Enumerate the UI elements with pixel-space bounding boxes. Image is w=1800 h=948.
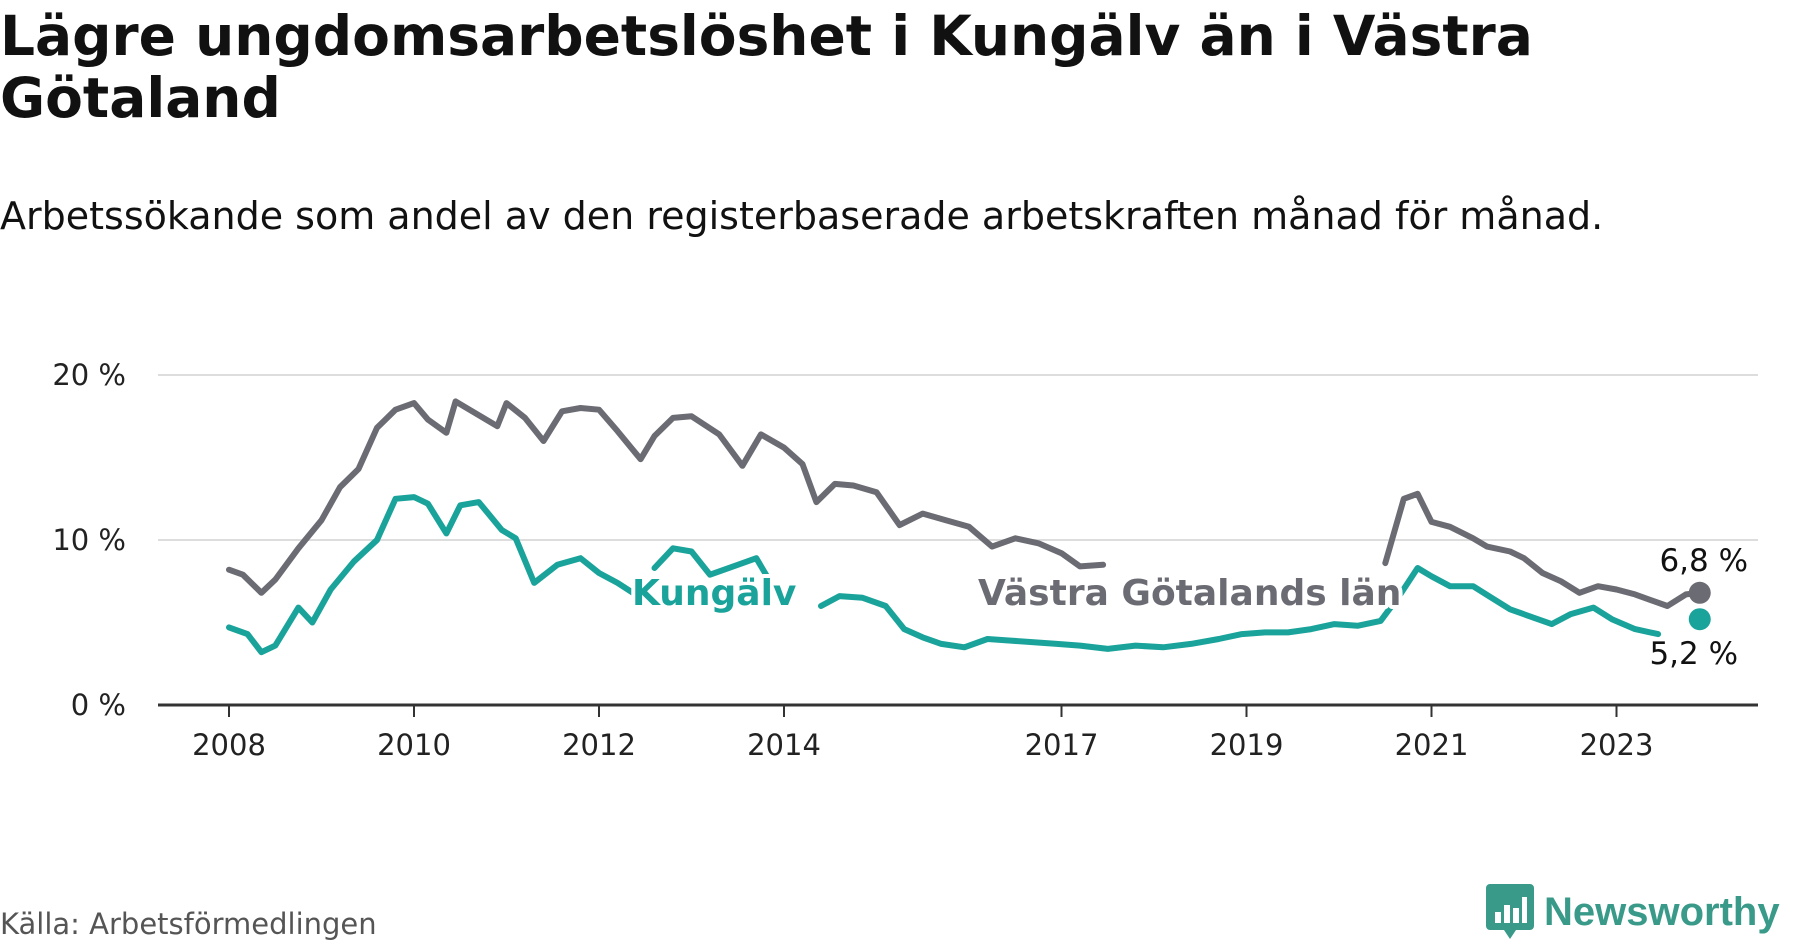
end-value-label-kungalv: 5,2 % <box>1649 636 1738 672</box>
series-line-kungalv <box>651 545 778 593</box>
series-labels: Kungälv Västra Götalands län 6,8 % 5,2 % <box>628 540 1751 675</box>
newsworthy-logo-text: Newsworthy <box>1544 889 1780 934</box>
y-tick-label: 10 % <box>52 523 126 557</box>
page-title: Lägre ungdomsarbetslöshet i Kungälv än i… <box>0 4 1533 130</box>
newsworthy-logo-icon <box>1486 884 1534 939</box>
series-lines <box>226 398 1711 656</box>
gridlines <box>158 374 1758 541</box>
end-marker-vastra-gotaland <box>1688 581 1711 604</box>
x-axis: 2008 2010 2012 2014 2017 2019 2021 2023 <box>158 703 1758 762</box>
x-tick-label: 2023 <box>1580 728 1654 762</box>
chart-subtitle: Arbetssökande som andel av den registerb… <box>0 194 1604 238</box>
x-tick-label: 2010 <box>377 728 451 762</box>
x-tick-label: 2017 <box>1025 728 1099 762</box>
series-line-vastra-gotaland <box>1382 490 1703 609</box>
newsworthy-logo[interactable]: Newsworthy <box>1486 884 1780 940</box>
x-tick-label: 2021 <box>1395 728 1469 762</box>
series-line-vastra-gotaland <box>226 398 1107 596</box>
end-marker-kungalv <box>1688 608 1711 631</box>
series-line-kungalv <box>818 565 1662 652</box>
line-chart: 0 % 10 % 20 % 2008 2010 2012 2014 2017 2019 2021… <box>52 358 1758 762</box>
x-tick-label: 2012 <box>562 728 636 762</box>
series-label-kungalv: Kungälv <box>632 573 796 614</box>
y-tick-label: 0 % <box>71 688 126 722</box>
y-tick-label: 20 % <box>52 358 126 392</box>
series-label-vastra-gotaland: Västra Götalands län <box>978 573 1401 614</box>
source-note: Källa: Arbetsförmedlingen <box>0 907 377 941</box>
x-tick-label: 2008 <box>192 728 266 762</box>
y-axis-tick-labels: 0 % 10 % 20 % <box>52 358 126 722</box>
x-tick-label: 2019 <box>1210 728 1284 762</box>
end-value-label-vastra-gotaland: 6,8 % <box>1659 543 1748 579</box>
x-tick-label: 2014 <box>747 728 821 762</box>
series-line-kungalv <box>226 494 644 656</box>
